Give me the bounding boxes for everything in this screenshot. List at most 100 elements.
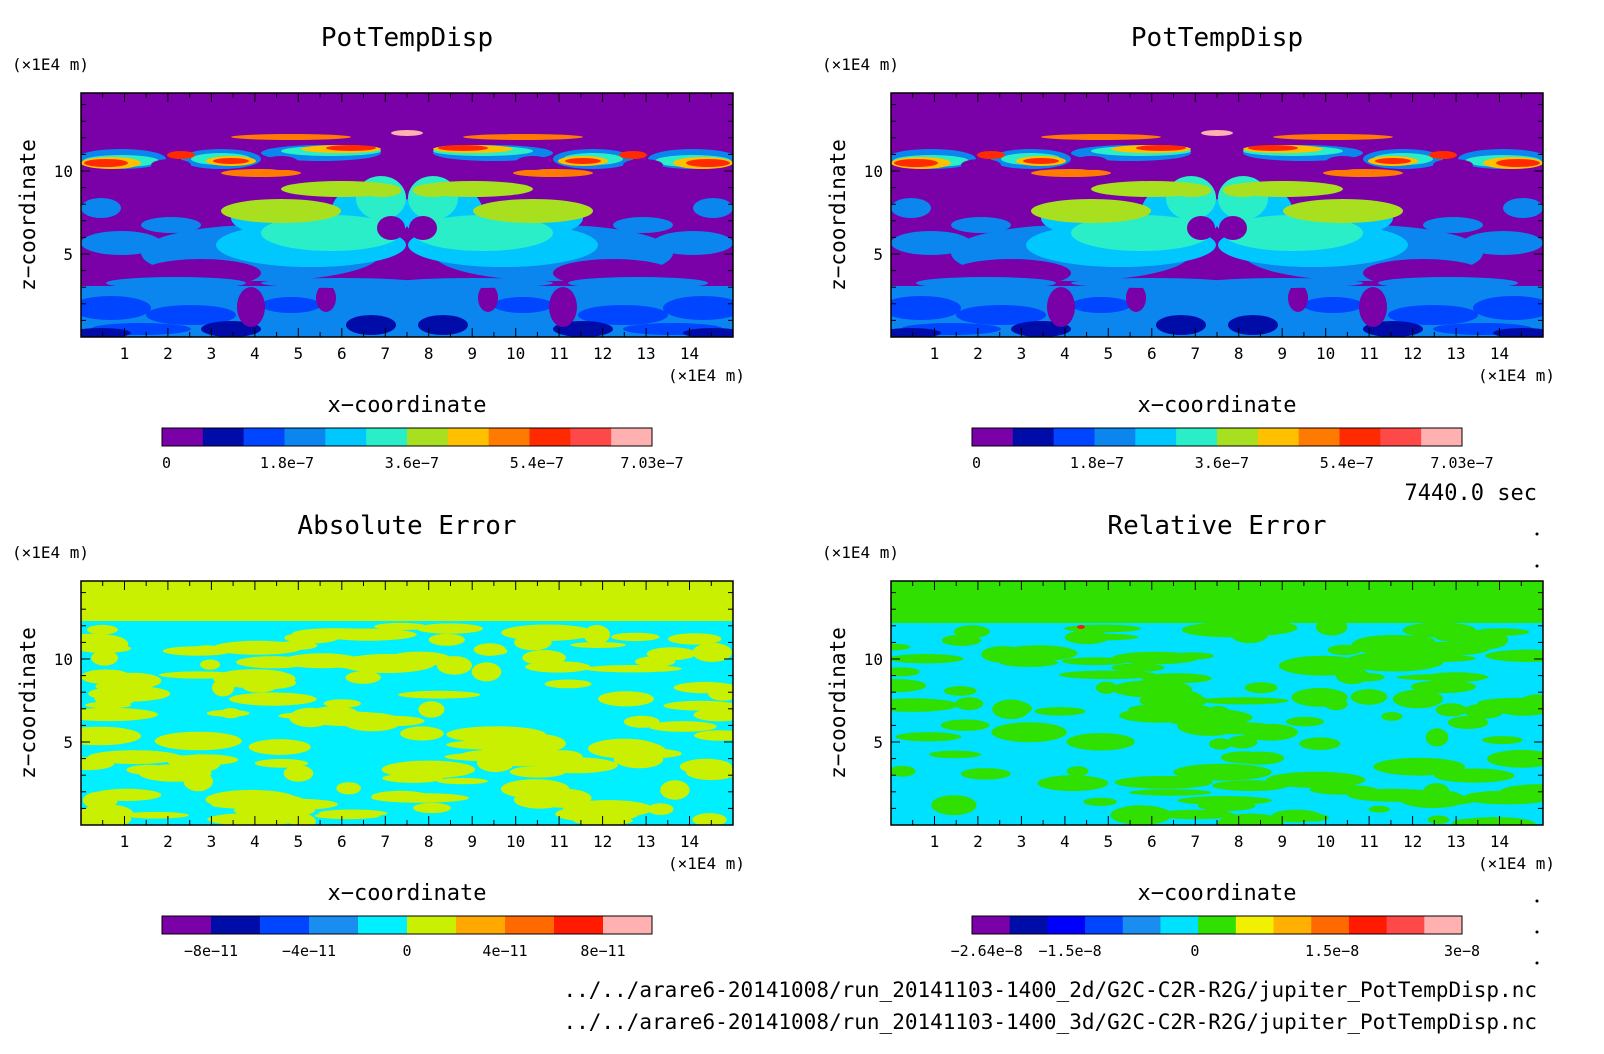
x-tick-label: 1: [120, 832, 130, 851]
field-patch: [1244, 682, 1278, 694]
field-patch: [663, 700, 733, 711]
chart-panel-1: PotTempDisp(×1E4 m)1 2 3 4 5 6 7 8 9 10 11 12 13 1451…: [12, 23, 745, 472]
field-patch: [263, 156, 299, 170]
colorbar-frame: [971, 915, 1463, 935]
colorbar-swatch: [972, 916, 1011, 934]
field-patch: [1128, 789, 1212, 796]
y-tick-label: 10: [54, 650, 73, 669]
field-patch: [81, 231, 161, 255]
x-tick-label: 10: [1316, 832, 1335, 851]
colorbar-tick-label: 4e−11: [482, 942, 527, 960]
field-patch: [955, 697, 984, 711]
field-patch: [1485, 649, 1543, 662]
x-tick-label: 8: [1234, 832, 1244, 851]
field-patch: [278, 712, 345, 720]
colorbar-swatch: [1122, 916, 1161, 934]
x-tick-label: 7: [380, 832, 390, 851]
edge-dots: [1535, 532, 1539, 965]
field-patch: [891, 765, 916, 777]
field-patch: [1499, 784, 1543, 800]
field-patch: [623, 715, 660, 728]
field-patch: [891, 667, 920, 677]
field-area: [81, 93, 733, 337]
field-patch: [1110, 805, 1172, 825]
field-patch: [1059, 670, 1157, 680]
field-patch: [931, 795, 977, 816]
field-patch: [1073, 156, 1109, 170]
colorbar-tick-label: 5.4e−7: [510, 454, 564, 472]
field-patch: [418, 701, 445, 718]
field-patch: [667, 633, 722, 645]
field-patch: [692, 813, 727, 825]
field-patch: [648, 721, 717, 732]
field-patch: [891, 328, 941, 337]
y-axis-label: z−coordinate: [826, 139, 850, 291]
field-patch: [485, 647, 508, 655]
field-patch: [261, 215, 401, 251]
field-patch: [413, 185, 453, 197]
field-patch: [1350, 689, 1388, 705]
field-patch: [205, 789, 298, 810]
x-tick-label: 11: [550, 344, 569, 363]
field-patch: [1181, 622, 1272, 638]
field-patch: [371, 793, 469, 803]
colorbar-tick-label: 0: [1190, 942, 1199, 960]
field-patch: [272, 641, 318, 650]
field-patch: [463, 134, 583, 140]
field-patch: [951, 217, 1011, 233]
field-patch: [1518, 694, 1543, 713]
colorbar-frame: [971, 427, 1463, 447]
colorbar-tick-label: −8e−11: [184, 942, 238, 960]
field-patch: [583, 625, 610, 645]
field-patch: [977, 151, 1005, 159]
colorbar-swatch: [1009, 916, 1048, 934]
field-patch: [1288, 284, 1308, 312]
colorbar-swatch: [202, 428, 245, 446]
colorbar-tick-label: 3.6e−7: [385, 454, 439, 472]
x-tick-label: 10: [1316, 344, 1335, 363]
x-tick-label: 10: [506, 832, 525, 851]
x-tick-label: 5: [294, 832, 304, 851]
x-tick-label: 13: [636, 832, 655, 851]
field-patch: [1392, 689, 1443, 709]
field-patch: [1209, 738, 1232, 750]
field-patch: [1461, 630, 1509, 650]
x-tick-label: 2: [973, 832, 983, 851]
x-tick-label: 4: [1060, 344, 1070, 363]
field-patch: [1344, 651, 1444, 672]
field-patch: [916, 277, 1056, 289]
x-axis-label: x−coordinate: [328, 393, 487, 418]
colorbar-swatch: [1235, 916, 1275, 934]
field-patch: [611, 632, 660, 642]
field-patch: [1273, 134, 1393, 140]
y-tick-label: 5: [873, 245, 883, 264]
colorbar-tick-label: 1.5e−8: [1305, 942, 1359, 960]
colorbar-tick-label: −4e−11: [282, 942, 336, 960]
colorbar-swatch: [1273, 916, 1312, 934]
file-path-1: ../../arare6-20141008/run_20141103-1400_…: [563, 978, 1537, 1002]
colorbar-tick-label: 0: [402, 942, 411, 960]
colorbar-frame: [161, 915, 653, 935]
field-patch: [346, 315, 396, 335]
field-patch: [1199, 697, 1289, 705]
x-tick-label: 2: [163, 344, 173, 363]
x-tick-label: 7: [1190, 832, 1200, 851]
field-patch: [956, 305, 1046, 325]
colorbar-swatch: [1135, 428, 1177, 446]
field-patch: [1083, 797, 1117, 806]
field-patch: [1359, 287, 1387, 327]
x-tick-label: 3: [207, 832, 217, 851]
field-patch: [1266, 771, 1366, 788]
field-patch: [568, 277, 708, 289]
colorbar-swatch: [972, 428, 1014, 446]
field-patch: [229, 692, 317, 706]
field-patch: [895, 732, 962, 742]
field-patch: [211, 187, 271, 199]
x-tick-label: 12: [593, 832, 612, 851]
field-patch: [1388, 305, 1478, 325]
colorbar-tick-label: 8e−11: [580, 942, 625, 960]
colorbar-swatch: [407, 428, 449, 446]
colorbar-tick-label: 0: [162, 454, 171, 472]
field-patch: [167, 151, 195, 159]
colorbar-swatch: [1085, 916, 1124, 934]
